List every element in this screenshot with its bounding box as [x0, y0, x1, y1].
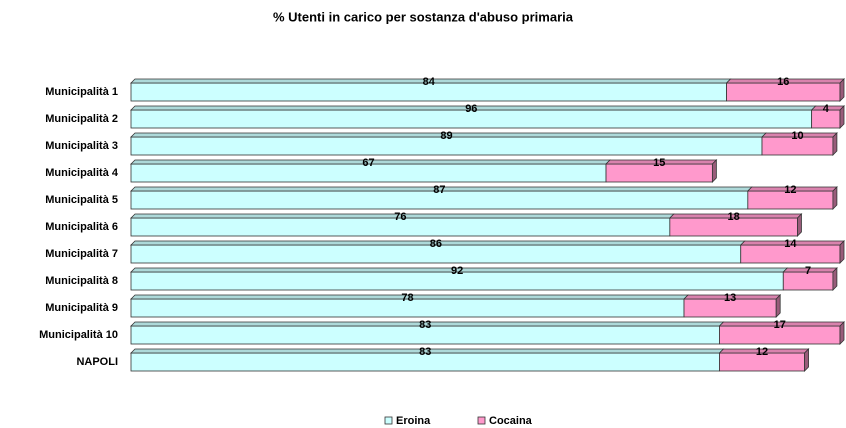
data-label: 16: [777, 76, 789, 88]
legend-label: Eroina: [396, 415, 431, 427]
data-label: 4: [823, 103, 830, 115]
data-label: 7: [805, 265, 811, 277]
data-label: 18: [728, 211, 740, 223]
bar-side-face: [832, 186, 838, 210]
data-label: 67: [362, 157, 374, 169]
y-tick-label: Municipalità 10: [39, 329, 118, 341]
data-label: 83: [419, 346, 431, 358]
data-label: 92: [451, 265, 463, 277]
legend-label: Cocaina: [489, 415, 533, 427]
data-label: 10: [791, 130, 803, 142]
y-tick-label: Municipalità 6: [45, 221, 118, 233]
data-label: 84: [423, 76, 436, 88]
y-tick-label: Municipalità 3: [45, 140, 118, 152]
bar-side-face: [832, 267, 838, 291]
data-label: 13: [724, 292, 736, 304]
y-tick-label: Municipalità 2: [45, 113, 118, 125]
y-tick-label: NAPOLI: [76, 356, 118, 368]
data-label: 96: [465, 103, 477, 115]
legend-swatch: [477, 416, 486, 425]
chart-title: % Utenti in carico per sostanza d'abuso …: [273, 9, 574, 24]
bar-side-face: [775, 294, 781, 318]
y-tick-label: Municipalità 1: [45, 86, 118, 98]
bar-side-face: [839, 240, 845, 264]
data-label: 89: [440, 130, 452, 142]
data-label: 83: [419, 319, 431, 331]
y-tick-label: Municipalità 5: [45, 194, 118, 206]
y-tick-label: Municipalità 4: [45, 167, 119, 179]
data-label: 14: [784, 238, 797, 250]
data-label: 12: [756, 346, 768, 358]
data-label: 15: [653, 157, 665, 169]
y-tick-label: Municipalità 8: [45, 275, 118, 287]
data-label: 78: [401, 292, 413, 304]
data-label: 17: [774, 319, 786, 331]
bar-side-face: [797, 213, 802, 237]
data-label: 87: [433, 184, 445, 196]
bar-side-face: [832, 132, 838, 156]
y-tick-label: Municipalità 9: [45, 302, 118, 314]
bar-side-face: [839, 105, 845, 129]
y-tick-label: Municipalità 7: [45, 248, 118, 260]
bar-side-face: [711, 159, 717, 183]
bar-side-face: [839, 78, 845, 102]
data-label: 76: [394, 211, 406, 223]
data-label: 86: [430, 238, 442, 250]
legend-swatch: [384, 416, 393, 425]
bar-side-face: [804, 348, 809, 372]
data-label: 12: [784, 184, 796, 196]
bar-side-face: [839, 321, 845, 345]
